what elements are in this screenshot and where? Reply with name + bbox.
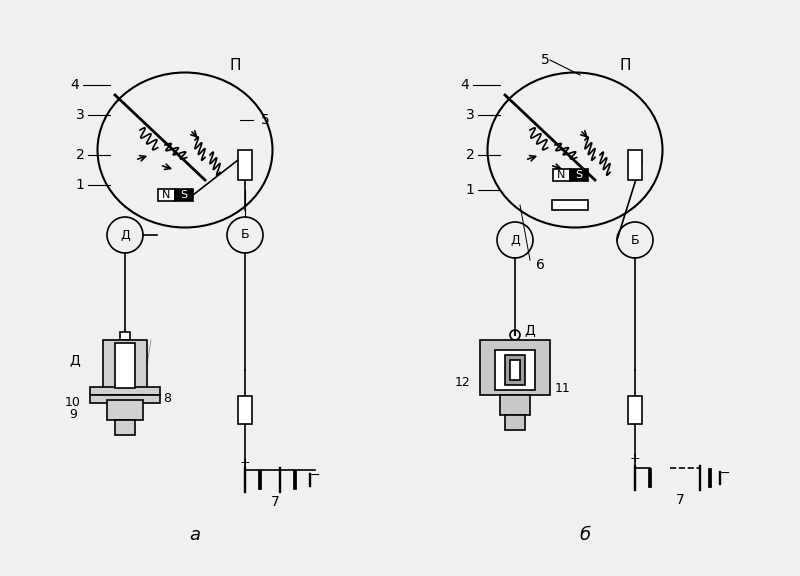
Text: N: N — [557, 170, 566, 180]
Text: 7: 7 — [676, 493, 684, 507]
Bar — [510, 360, 520, 380]
Text: −: − — [310, 468, 320, 482]
Text: 2: 2 — [466, 148, 474, 162]
Text: П: П — [619, 58, 630, 73]
Text: 5: 5 — [541, 53, 550, 67]
Text: Д: Д — [70, 353, 80, 367]
Bar — [115, 420, 135, 435]
Bar — [628, 396, 642, 424]
Bar — [505, 355, 525, 385]
Text: +: + — [630, 452, 640, 464]
Text: 10: 10 — [65, 396, 81, 408]
Text: 12: 12 — [455, 376, 471, 388]
Text: 4: 4 — [70, 78, 79, 92]
Text: +: + — [240, 456, 250, 468]
Text: 3: 3 — [466, 108, 474, 122]
Text: 9: 9 — [69, 408, 77, 422]
Bar — [238, 396, 252, 424]
Text: 1: 1 — [75, 178, 85, 192]
Bar — [552, 200, 588, 210]
Text: 5: 5 — [261, 113, 270, 127]
Bar — [628, 150, 642, 180]
Text: −: − — [720, 467, 730, 479]
Text: 7: 7 — [270, 495, 279, 509]
Text: Д: Д — [120, 229, 130, 241]
Bar — [120, 332, 130, 340]
Bar — [570, 169, 587, 181]
Text: П: П — [230, 58, 241, 73]
Text: 3: 3 — [76, 108, 84, 122]
Bar — [107, 400, 143, 420]
Text: Д: Д — [510, 233, 520, 247]
Text: 6: 6 — [535, 258, 545, 272]
Bar — [90, 387, 160, 395]
Bar — [238, 150, 252, 180]
Bar — [103, 340, 147, 390]
Text: S: S — [575, 170, 582, 180]
Text: Д: Д — [525, 323, 535, 337]
Text: Б: Б — [630, 233, 639, 247]
Text: 4: 4 — [461, 78, 470, 92]
Bar — [495, 350, 535, 390]
Text: 8: 8 — [163, 392, 171, 404]
Bar — [175, 189, 193, 201]
Bar — [553, 169, 570, 181]
Text: 2: 2 — [76, 148, 84, 162]
Bar — [115, 343, 135, 388]
Text: N: N — [162, 190, 170, 200]
Bar — [500, 395, 530, 415]
Bar — [90, 395, 160, 403]
Text: а: а — [190, 526, 201, 544]
Text: 11: 11 — [555, 381, 571, 395]
Text: б: б — [579, 526, 590, 544]
Bar — [158, 189, 175, 201]
Text: S: S — [180, 190, 187, 200]
Text: 1: 1 — [466, 183, 474, 197]
Text: Б: Б — [241, 229, 250, 241]
Bar — [505, 415, 525, 430]
Bar — [480, 340, 550, 395]
